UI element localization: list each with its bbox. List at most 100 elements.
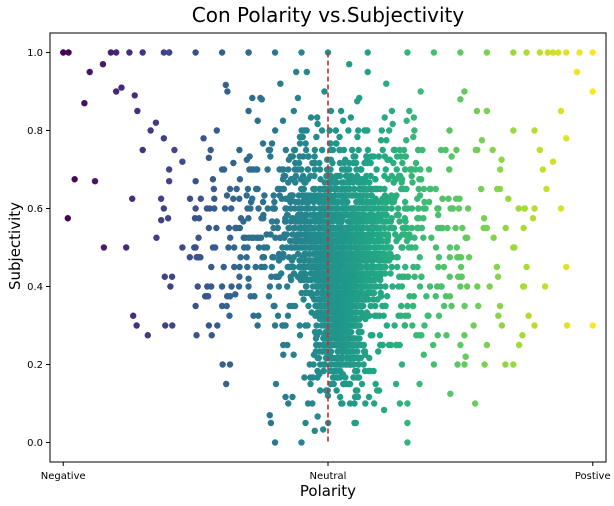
scatter-point	[523, 49, 530, 56]
scatter-point	[373, 254, 381, 261]
scatter-point	[341, 335, 349, 342]
scatter-point	[230, 195, 237, 202]
scatter-point	[200, 135, 207, 142]
scatter-point	[539, 166, 546, 173]
scatter-point	[305, 257, 313, 264]
y-tick-label: 0.2	[27, 360, 43, 371]
scatter-point	[249, 94, 256, 102]
scatter-point	[314, 289, 321, 297]
scatter-point	[303, 68, 311, 76]
scatter-point	[338, 254, 346, 261]
scatter-point	[389, 120, 396, 128]
scatter-point	[311, 172, 318, 180]
scatter-point	[311, 427, 318, 434]
scatter-point	[282, 205, 289, 212]
scatter-point	[279, 176, 287, 183]
scatter-point	[207, 146, 214, 154]
scatter-point	[298, 49, 305, 56]
scatter-point	[383, 211, 390, 219]
scatter-point	[289, 302, 296, 310]
scatter-point	[464, 205, 472, 212]
scatter-point	[446, 166, 453, 173]
scatter-point	[352, 153, 359, 160]
scatter-point	[384, 195, 392, 202]
scatter-point	[363, 156, 371, 163]
scatter-point	[157, 195, 165, 202]
scatter-point	[375, 153, 383, 160]
scatter-point	[356, 224, 364, 232]
scatter-point	[364, 49, 371, 56]
scatter-point	[439, 195, 446, 202]
scatter-point	[357, 166, 364, 173]
scatter-point	[276, 254, 284, 261]
scatter-point	[232, 291, 239, 298]
scatter-point	[403, 117, 410, 124]
scatter-point	[245, 107, 252, 115]
scatter-point	[118, 84, 125, 91]
scatter-point	[536, 146, 544, 154]
scatter-point	[327, 380, 334, 388]
scatter-point	[408, 224, 415, 232]
scatter-point	[64, 215, 72, 222]
scatter-point	[486, 283, 493, 290]
scatter-point	[399, 159, 406, 167]
scatter-point	[353, 374, 361, 381]
scatter-point	[346, 400, 354, 407]
scatter-point	[432, 293, 439, 300]
scatter-point	[205, 224, 213, 232]
scatter-point	[452, 224, 459, 232]
scatter-point	[289, 393, 296, 401]
scatter-point	[480, 215, 488, 222]
scatter-point	[435, 254, 443, 261]
scatter-point	[333, 140, 340, 147]
scatter-point	[252, 166, 260, 173]
scatter-point	[462, 353, 469, 360]
scatter-point	[434, 224, 442, 232]
scatter-point	[314, 120, 321, 128]
scatter-point	[309, 234, 316, 241]
scatter-point	[404, 205, 411, 212]
scatter-point	[282, 215, 289, 222]
scatter-point	[209, 244, 217, 251]
scatter-point	[243, 156, 251, 163]
scatter-point	[563, 135, 570, 142]
scatter-point	[341, 166, 349, 173]
scatter-point	[335, 192, 342, 199]
scatter-point	[314, 413, 321, 420]
scatter-point	[367, 198, 374, 206]
scatter-point	[351, 205, 359, 212]
scatter-point	[367, 302, 374, 310]
scatter-point	[270, 205, 278, 212]
scatter-point	[410, 293, 417, 300]
scatter-point	[243, 254, 250, 261]
scatter-point	[352, 387, 360, 394]
scatter-point	[152, 119, 160, 126]
scatter-point	[453, 146, 460, 154]
scatter-point	[280, 341, 287, 349]
scatter-point	[285, 166, 292, 173]
scatter-point	[455, 254, 463, 261]
scatter-point	[409, 322, 416, 329]
scatter-point	[162, 322, 169, 329]
scatter-point	[364, 68, 371, 76]
scatter-point	[179, 158, 186, 165]
scatter-point	[305, 302, 312, 310]
scatter-point	[343, 348, 351, 355]
scatter-point	[131, 92, 138, 99]
scatter-point	[400, 146, 408, 154]
scatter-point	[425, 198, 433, 206]
scatter-point	[311, 185, 319, 193]
scatter-point	[383, 293, 391, 300]
scatter-point	[279, 322, 286, 329]
scatter-point	[327, 156, 335, 163]
scatter-point	[290, 263, 297, 271]
scatter-point	[347, 328, 354, 336]
scatter-point	[365, 393, 373, 401]
scatter-point	[347, 322, 354, 329]
scatter-point	[456, 195, 463, 202]
scatter-point	[398, 302, 405, 310]
scatter-point	[286, 237, 294, 245]
scatter-point	[382, 263, 389, 271]
scatter-point	[302, 283, 310, 290]
scatter-point	[192, 178, 199, 185]
